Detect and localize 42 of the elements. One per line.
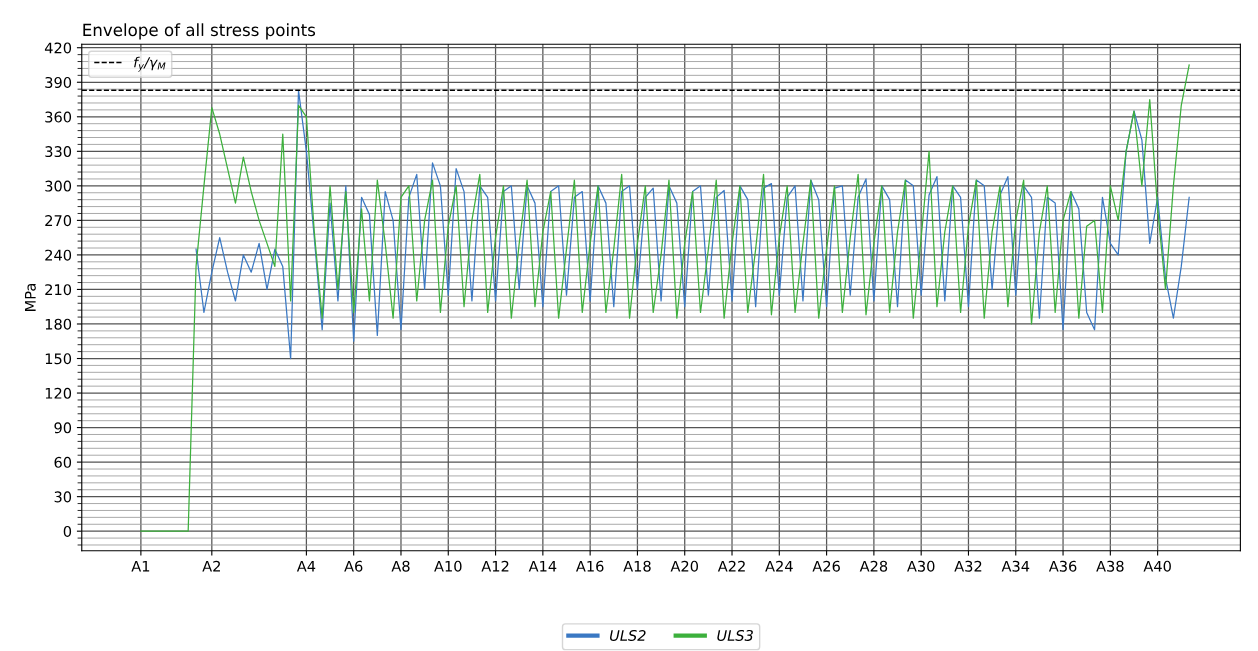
y-tick-label: 360 <box>45 111 72 123</box>
x-tick-label: A8 <box>391 560 410 572</box>
chart-title: Envelope of all stress points <box>83 23 316 40</box>
y-tick-label: 60 <box>54 456 72 468</box>
x-tick-label: A36 <box>1048 560 1077 572</box>
x-tick-label: A24 <box>765 560 793 572</box>
x-tick-label: A18 <box>623 560 651 572</box>
y-tick-label: 0 <box>63 525 72 537</box>
x-tick-label: A16 <box>575 560 604 572</box>
x-tick-label: A30 <box>907 560 935 572</box>
x-tick-label: A10 <box>434 560 462 572</box>
y-tick-label: 390 <box>45 76 72 88</box>
y-tick-label: 90 <box>54 422 72 434</box>
x-tick-label: A34 <box>1001 560 1030 572</box>
x-tick-label: A28 <box>859 560 888 572</box>
x-tick-label: A32 <box>954 560 982 572</box>
legend-label: f$_{y}$/γ$_{M}$ <box>134 56 166 72</box>
y-tick-label: 210 <box>45 284 72 296</box>
y-tick-label: 330 <box>45 146 72 158</box>
y-tick-label: 270 <box>45 215 72 227</box>
legend-label: ULS3 <box>717 629 753 641</box>
x-tick-label: A2 <box>202 560 220 572</box>
y-tick-label: 120 <box>45 387 72 399</box>
x-tick-label: A26 <box>812 560 840 572</box>
x-tick-label: A14 <box>528 560 557 572</box>
y-tick-label: 300 <box>45 180 72 192</box>
y-tick-label: 150 <box>45 353 72 365</box>
y-tick-label: 420 <box>44 42 72 54</box>
x-tick-label: A38 <box>1096 560 1124 572</box>
x-tick-label: A6 <box>344 560 363 572</box>
legend-label: ULS2 <box>610 629 646 641</box>
x-tick-label: A20 <box>670 560 699 572</box>
x-tick-label: A4 <box>296 560 316 572</box>
y-tick-label: 240 <box>45 249 72 261</box>
x-tick-label: A1 <box>131 560 150 572</box>
x-tick-label: A12 <box>481 560 509 572</box>
line-series <box>195 89 1190 360</box>
y-tick-label: 180 <box>45 318 72 330</box>
y-tick-label: 30 <box>54 491 72 503</box>
x-tick-label: A22 <box>717 560 745 572</box>
y-axis-title: MPa <box>24 284 36 311</box>
x-tick-label: A40 <box>1143 560 1171 572</box>
